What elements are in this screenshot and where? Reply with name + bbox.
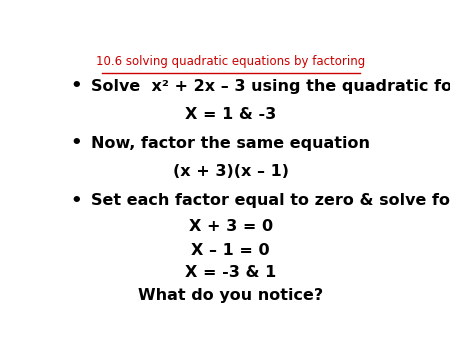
Text: (x + 3)(x – 1): (x + 3)(x – 1) bbox=[173, 165, 288, 179]
Text: Solve  x² + 2x – 3 using the quadratic formula: Solve x² + 2x – 3 using the quadratic fo… bbox=[91, 79, 450, 94]
Text: Set each factor equal to zero & solve for x: Set each factor equal to zero & solve fo… bbox=[91, 193, 450, 208]
Text: X + 3 = 0: X + 3 = 0 bbox=[189, 219, 273, 234]
Text: X – 1 = 0: X – 1 = 0 bbox=[191, 243, 270, 258]
Text: •: • bbox=[70, 77, 82, 95]
Text: What do you notice?: What do you notice? bbox=[138, 288, 323, 303]
Text: •: • bbox=[70, 192, 82, 210]
Text: •: • bbox=[70, 135, 82, 152]
Text: X = -3 & 1: X = -3 & 1 bbox=[185, 265, 276, 280]
Text: Now, factor the same equation: Now, factor the same equation bbox=[91, 136, 370, 151]
Text: X = 1 & -3: X = 1 & -3 bbox=[185, 107, 276, 122]
Text: 10.6 solving quadratic equations by factoring: 10.6 solving quadratic equations by fact… bbox=[96, 55, 365, 68]
